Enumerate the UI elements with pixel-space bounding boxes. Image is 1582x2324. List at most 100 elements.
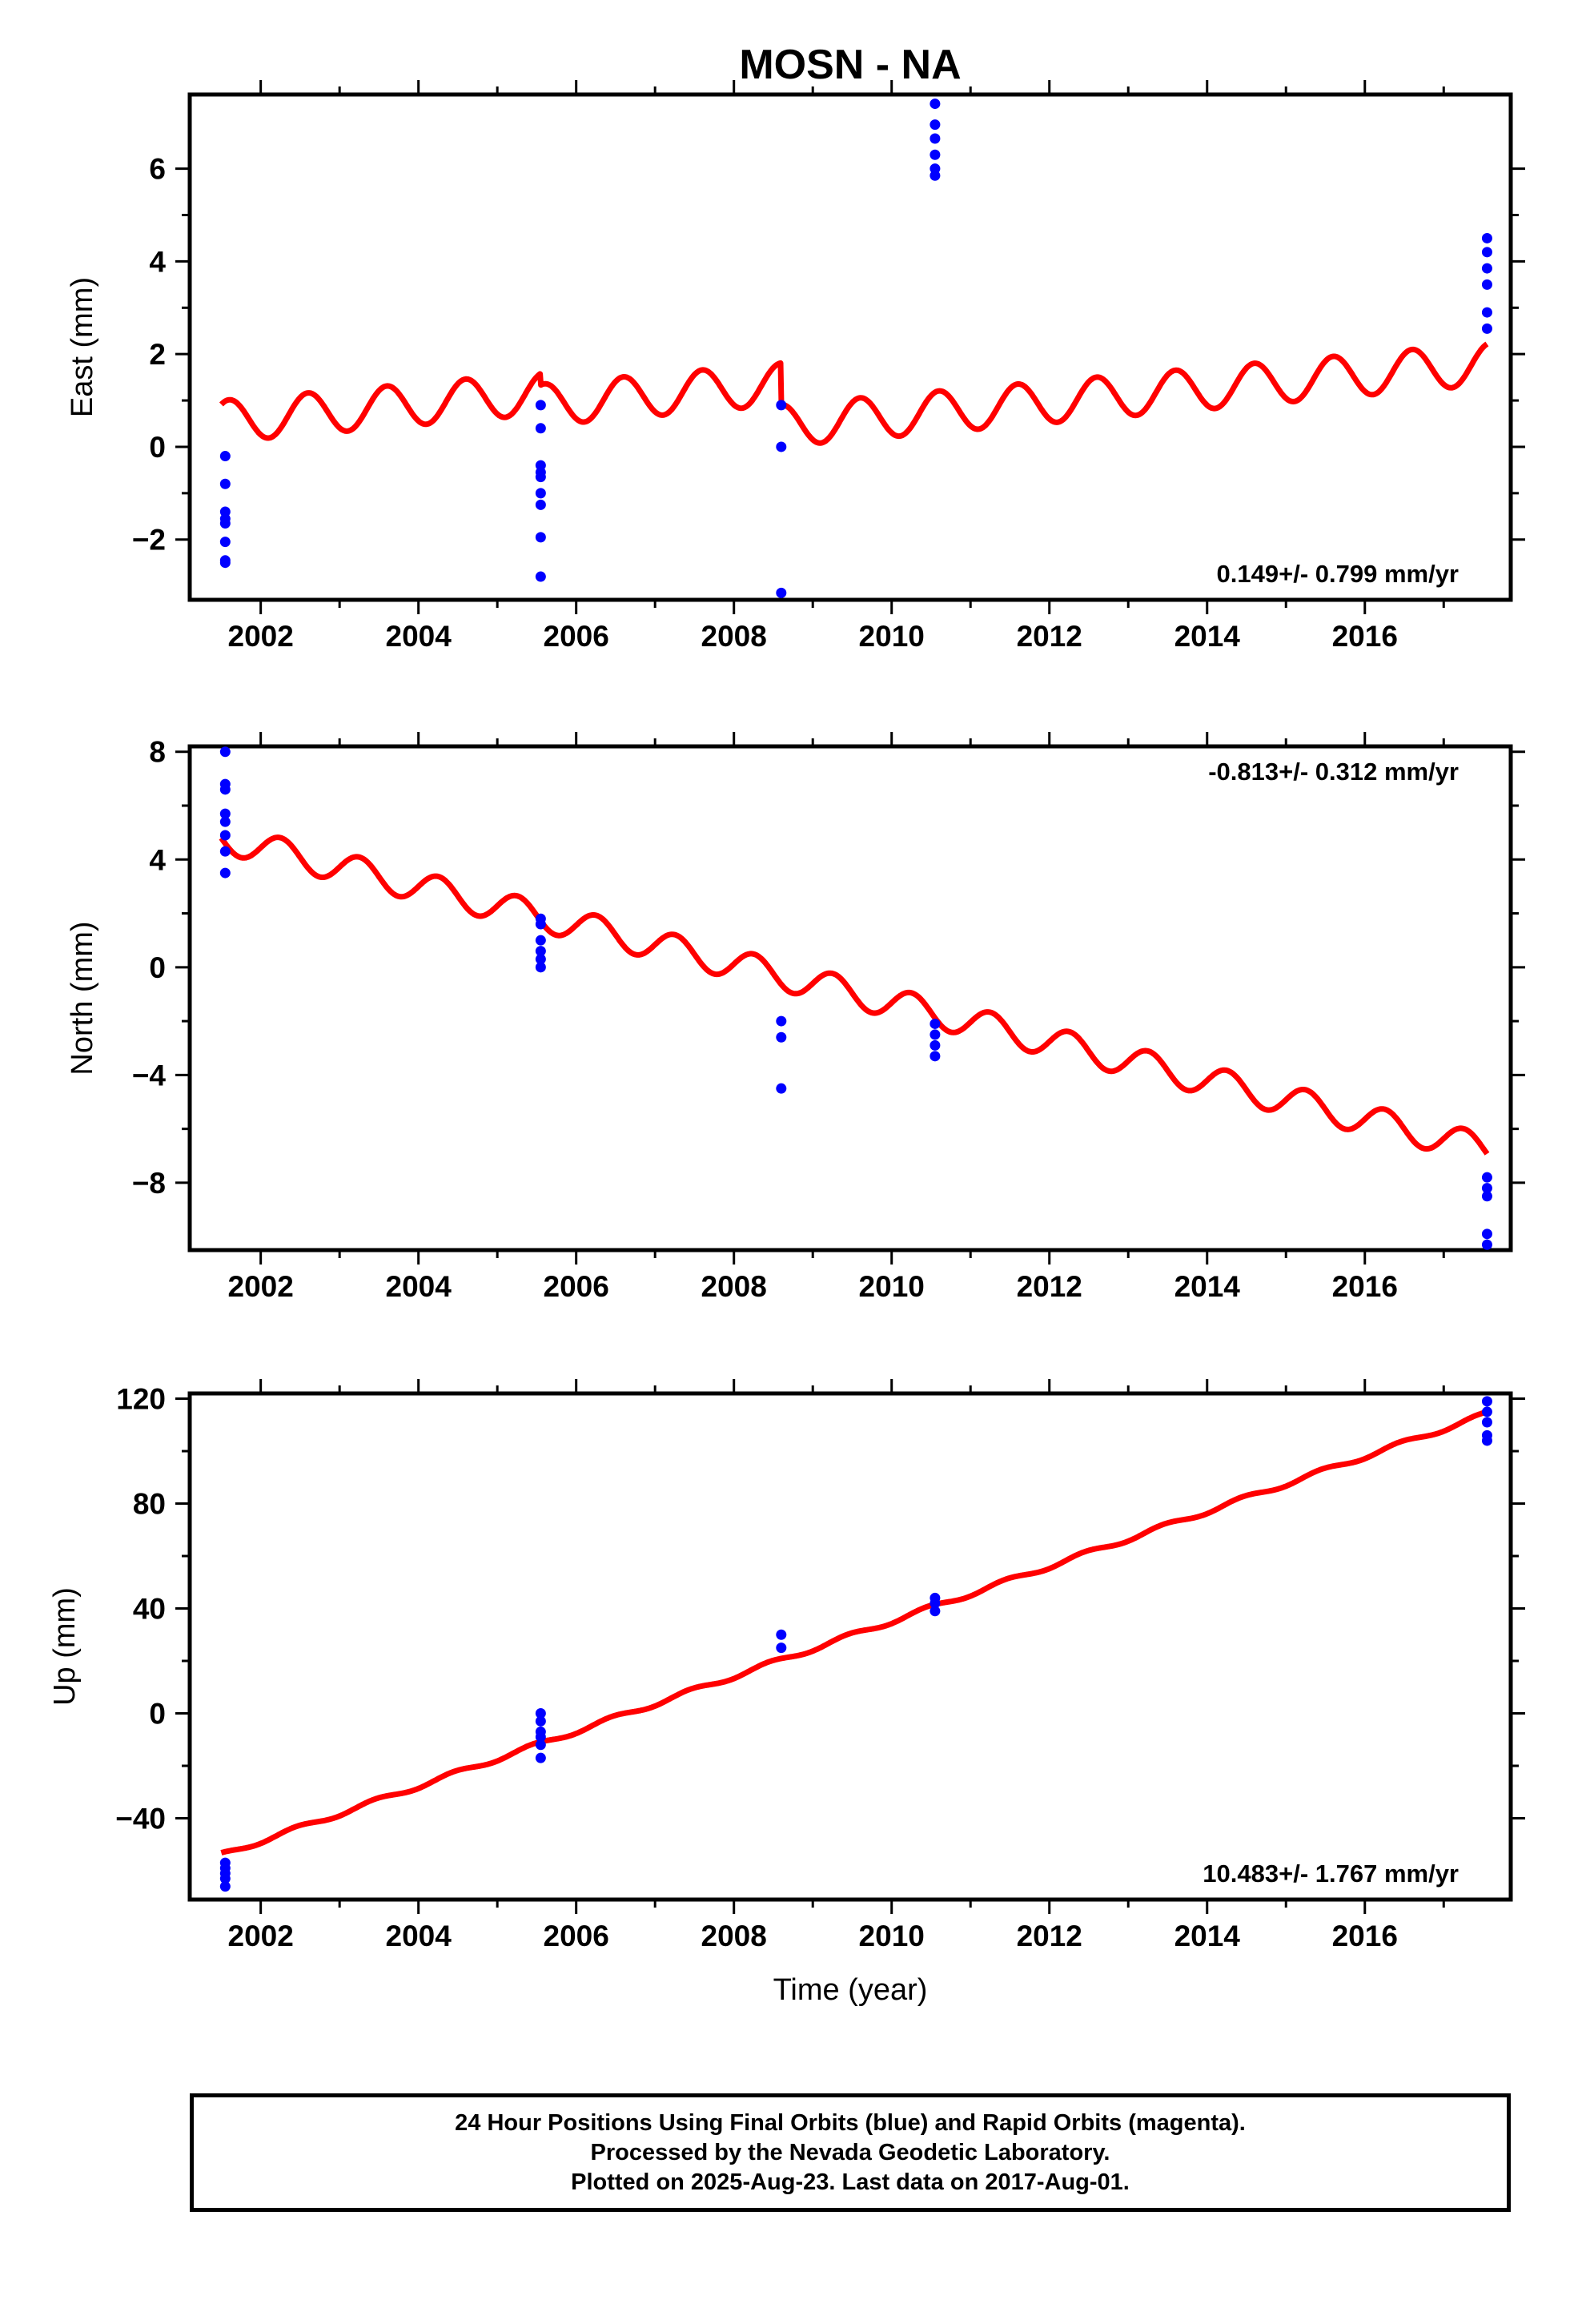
data-point	[1481, 323, 1492, 334]
data-point	[1481, 247, 1492, 258]
y-tick-label: 0	[149, 431, 166, 464]
y-tick-label: 0	[149, 1698, 166, 1731]
x-tick-label: 2008	[701, 1920, 767, 1952]
data-point	[535, 499, 546, 510]
data-point	[776, 441, 787, 452]
y-axis-label-up: Up (mm)	[48, 1587, 82, 1706]
y-tick-label: 0	[149, 951, 166, 984]
data-point	[535, 1708, 546, 1719]
data-point	[535, 935, 546, 946]
data-point	[1481, 232, 1492, 243]
data-point	[535, 423, 546, 434]
x-tick-label: 2002	[228, 1270, 294, 1303]
data-point	[1481, 279, 1492, 290]
data-point	[219, 1881, 231, 1892]
data-point	[535, 488, 546, 499]
x-tick-label: 2006	[544, 1920, 609, 1952]
data-point	[930, 1029, 941, 1040]
panel-east: 2002 2004 2006 2008 2010 2012 2014 2016 −2 0 2 4 6 Ea…	[66, 80, 1525, 653]
y-tick-label: 80	[133, 1488, 166, 1521]
data-point	[219, 784, 231, 795]
data-point	[1481, 1183, 1492, 1194]
x-tick-label: 2012	[1017, 1920, 1082, 1952]
model-curve-up	[219, 1409, 1489, 1856]
x-tick-label: 2016	[1332, 620, 1398, 653]
x-tick-label: 2004	[386, 620, 452, 653]
data-point	[1481, 1435, 1492, 1446]
chart-title: MOSN - NA	[739, 42, 961, 88]
data-point	[219, 557, 231, 569]
model-curve-north	[219, 834, 1490, 1156]
y-tick-label: −2	[132, 524, 166, 557]
y-tick-label: 2	[149, 338, 166, 371]
data-point	[535, 1715, 546, 1727]
x-tick-label: 2002	[228, 620, 294, 653]
x-tick-label: 2006	[544, 620, 609, 653]
x-tick-label: 2008	[701, 620, 767, 653]
x-tick-label: 2016	[1332, 1920, 1398, 1952]
data-point	[535, 1731, 546, 1743]
data-point	[1481, 307, 1492, 318]
plot-frame-north	[187, 744, 1513, 1252]
x-tick-label: 2004	[386, 1920, 452, 1952]
x-tick-label: 2004	[386, 1270, 452, 1303]
x-tick-label: 2002	[228, 1920, 294, 1952]
y-axis-label-east: East (mm)	[66, 277, 99, 417]
data-point	[219, 537, 231, 548]
data-point	[776, 1083, 787, 1094]
plot-frame-up	[187, 1391, 1513, 1902]
data-point	[1481, 1172, 1492, 1183]
panels-group: 2002 2004 2006 2008 2010 2012 2014 2016 −2 0 2 4 6 Ea…	[48, 80, 1525, 2007]
x-tick-label: 2010	[859, 620, 925, 653]
data-point	[219, 816, 231, 827]
data-point	[219, 746, 231, 758]
data-point	[1481, 263, 1492, 274]
data-point	[776, 1031, 787, 1043]
x-tick-label: 2006	[544, 1270, 609, 1303]
model-curve-east	[219, 341, 1489, 446]
y-tick-label: 120	[116, 1383, 166, 1416]
y-tick-label: −40	[115, 1802, 166, 1835]
data-point	[535, 571, 546, 582]
y-tick-label: −8	[132, 1167, 166, 1200]
data-point	[219, 451, 231, 462]
data-point	[535, 400, 546, 411]
data-point	[535, 532, 546, 543]
data-point	[930, 149, 941, 160]
data-point	[219, 1873, 231, 1884]
y-tick-label: 8	[149, 736, 166, 769]
caption-line-1: 24 Hour Positions Using Final Orbits (bl…	[455, 2109, 1246, 2136]
data-point	[219, 808, 231, 819]
x-tick-label: 2010	[859, 1270, 925, 1303]
data-point	[535, 919, 546, 930]
data-point	[1481, 1239, 1492, 1250]
data-point	[930, 1598, 941, 1609]
data-point	[219, 478, 231, 489]
y-tick-label: 4	[149, 843, 166, 876]
y-tick-label: 6	[149, 153, 166, 186]
x-tick-label: 2010	[859, 1920, 925, 1952]
data-point	[219, 846, 231, 857]
data-point	[535, 962, 546, 973]
data-point	[776, 1015, 787, 1027]
y-tick-label: −4	[132, 1059, 167, 1092]
data-point	[1481, 1191, 1492, 1202]
data-point	[535, 472, 546, 483]
x-tick-label: 2012	[1017, 1270, 1082, 1303]
panel-up: 2002 2004 2006 2008 2010 2012 2014 2016 −40 0 40 80…	[48, 1379, 1525, 2007]
x-tick-label: 2014	[1174, 1920, 1241, 1952]
data-point	[776, 1629, 787, 1640]
data-point	[1481, 1228, 1492, 1240]
data-point	[930, 1051, 941, 1062]
data-point	[1481, 1396, 1492, 1407]
data-point	[219, 830, 231, 841]
data-point	[219, 517, 231, 529]
x-tick-label: 2014	[1174, 620, 1241, 653]
data-point	[1481, 1406, 1492, 1417]
data-point	[776, 587, 787, 598]
data-point	[930, 119, 941, 131]
data-point	[930, 99, 941, 110]
data-point	[219, 867, 231, 879]
data-point	[535, 954, 546, 965]
